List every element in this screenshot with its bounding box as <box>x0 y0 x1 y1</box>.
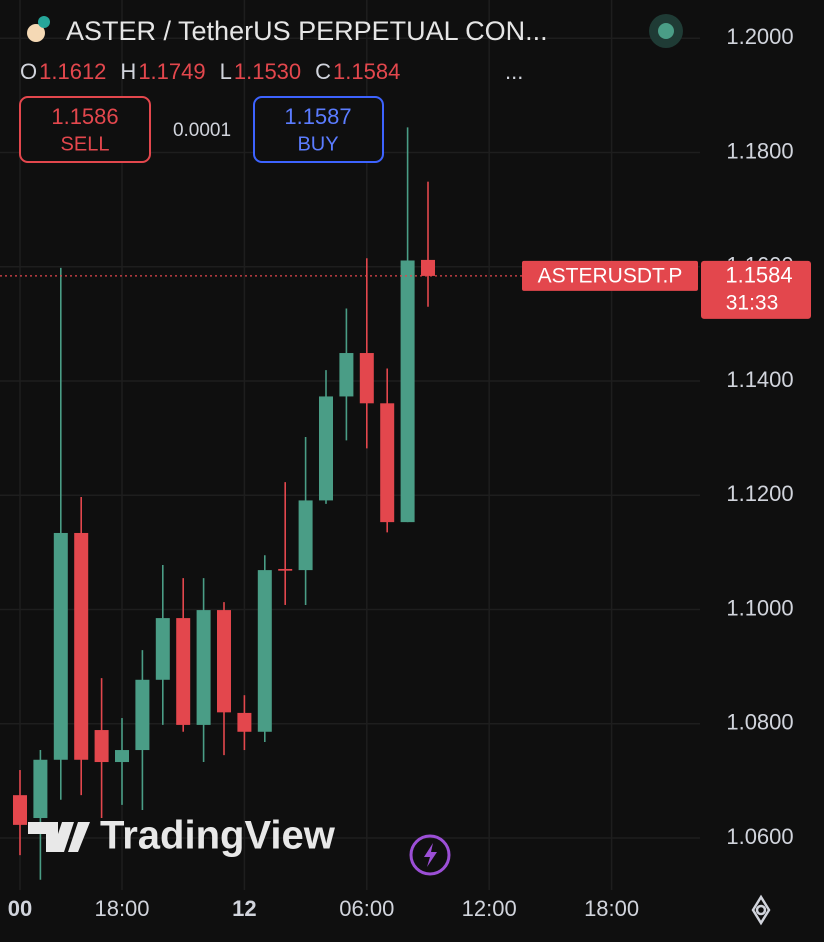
candle-body <box>13 795 27 825</box>
candle-body <box>135 679 150 751</box>
candle-body <box>217 610 231 713</box>
last-price-label: 1.1584 <box>725 263 792 288</box>
candle-body <box>298 500 313 571</box>
watermark-text: TradingView <box>100 814 336 858</box>
watermark-logo <box>28 822 90 852</box>
candle-body <box>421 259 435 276</box>
y-tick-label: 1.2000 <box>726 24 793 49</box>
buy-price: 1.1587 <box>284 104 351 129</box>
symbol-label: ASTERUSDT.P <box>538 264 683 287</box>
sell-label: SELL <box>61 133 110 155</box>
candle-body <box>319 396 333 501</box>
symbol-tag <box>522 260 698 291</box>
settings-button[interactable] <box>751 894 771 926</box>
x-tick-label: 18:00 <box>584 896 639 921</box>
candle-body <box>53 532 68 760</box>
candle-body <box>278 568 293 571</box>
x-tick-label: 18:00 <box>94 896 149 921</box>
price-tag-box <box>701 260 811 319</box>
watermark: TradingView <box>28 814 336 858</box>
x-tick-label: 06:00 <box>339 896 394 921</box>
y-tick-label: 1.1000 <box>726 595 793 620</box>
ohlc-key: O <box>20 59 37 84</box>
candle-body <box>94 730 109 763</box>
buy-button[interactable] <box>253 96 384 163</box>
candle-body <box>155 618 170 680</box>
ohlc-value: 1.1530 <box>234 59 301 84</box>
ohlc-value: 1.1749 <box>138 59 205 84</box>
settings-hexagon[interactable] <box>751 894 771 926</box>
ohlc-value: 1.1584 <box>333 59 400 84</box>
y-tick-label: 1.1800 <box>726 138 793 163</box>
exchange-icon <box>38 16 50 28</box>
lightning-icon[interactable] <box>424 843 437 867</box>
price-tag: ASTERUSDT.P 1.1584 31:33 <box>0 260 811 319</box>
ohlc-legend: O 1.1612 H 1.1749 L 1.1530 C 1.1584 <box>20 59 400 84</box>
lightning-button[interactable] <box>409 834 451 876</box>
candle-body <box>176 618 191 725</box>
ohlc-key: H <box>120 59 136 84</box>
y-tick-label: 1.1400 <box>726 367 793 392</box>
lightning-circle[interactable] <box>409 834 451 876</box>
candle-body <box>33 759 48 819</box>
candle-body <box>339 353 354 397</box>
ohlc-key: L <box>220 59 232 84</box>
ohlc-key: C <box>315 59 331 84</box>
x-tick-label: 00 <box>8 896 32 921</box>
candle-body <box>359 353 374 404</box>
y-tick-label: 1.0800 <box>726 710 793 735</box>
settings-center[interactable] <box>755 904 767 916</box>
candle-body <box>115 750 129 763</box>
status-dot <box>658 23 674 39</box>
x-tick-label: 12:00 <box>462 896 517 921</box>
candles <box>13 127 435 880</box>
candle-body <box>196 610 211 725</box>
sell-price: 1.1586 <box>51 104 118 129</box>
trade-panel: 1.1586 SELL 0.0001 1.1587 BUY <box>19 96 384 163</box>
sell-button[interactable] <box>19 96 151 163</box>
candle-body <box>400 260 415 523</box>
y-tick-label: 1.0600 <box>726 824 793 849</box>
x-tick-label: 12 <box>232 896 256 921</box>
more[interactable]: ... <box>505 59 523 84</box>
ohlc-value: 1.1612 <box>39 59 106 84</box>
buy-label: BUY <box>297 133 338 155</box>
symbol-icon <box>27 24 45 42</box>
spread: 0.0001 <box>173 120 231 141</box>
symbol-title: ASTER / TetherUS PERPETUAL CON... <box>66 16 548 46</box>
candle-body <box>257 570 272 732</box>
candle-body <box>237 712 252 732</box>
candle-body <box>380 403 395 523</box>
header: ASTER / TetherUS PERPETUAL CON... O 1.161… <box>20 14 683 84</box>
y-tick-label: 1.1200 <box>726 481 793 506</box>
countdown: 31:33 <box>726 291 779 314</box>
candle-body <box>74 532 89 760</box>
